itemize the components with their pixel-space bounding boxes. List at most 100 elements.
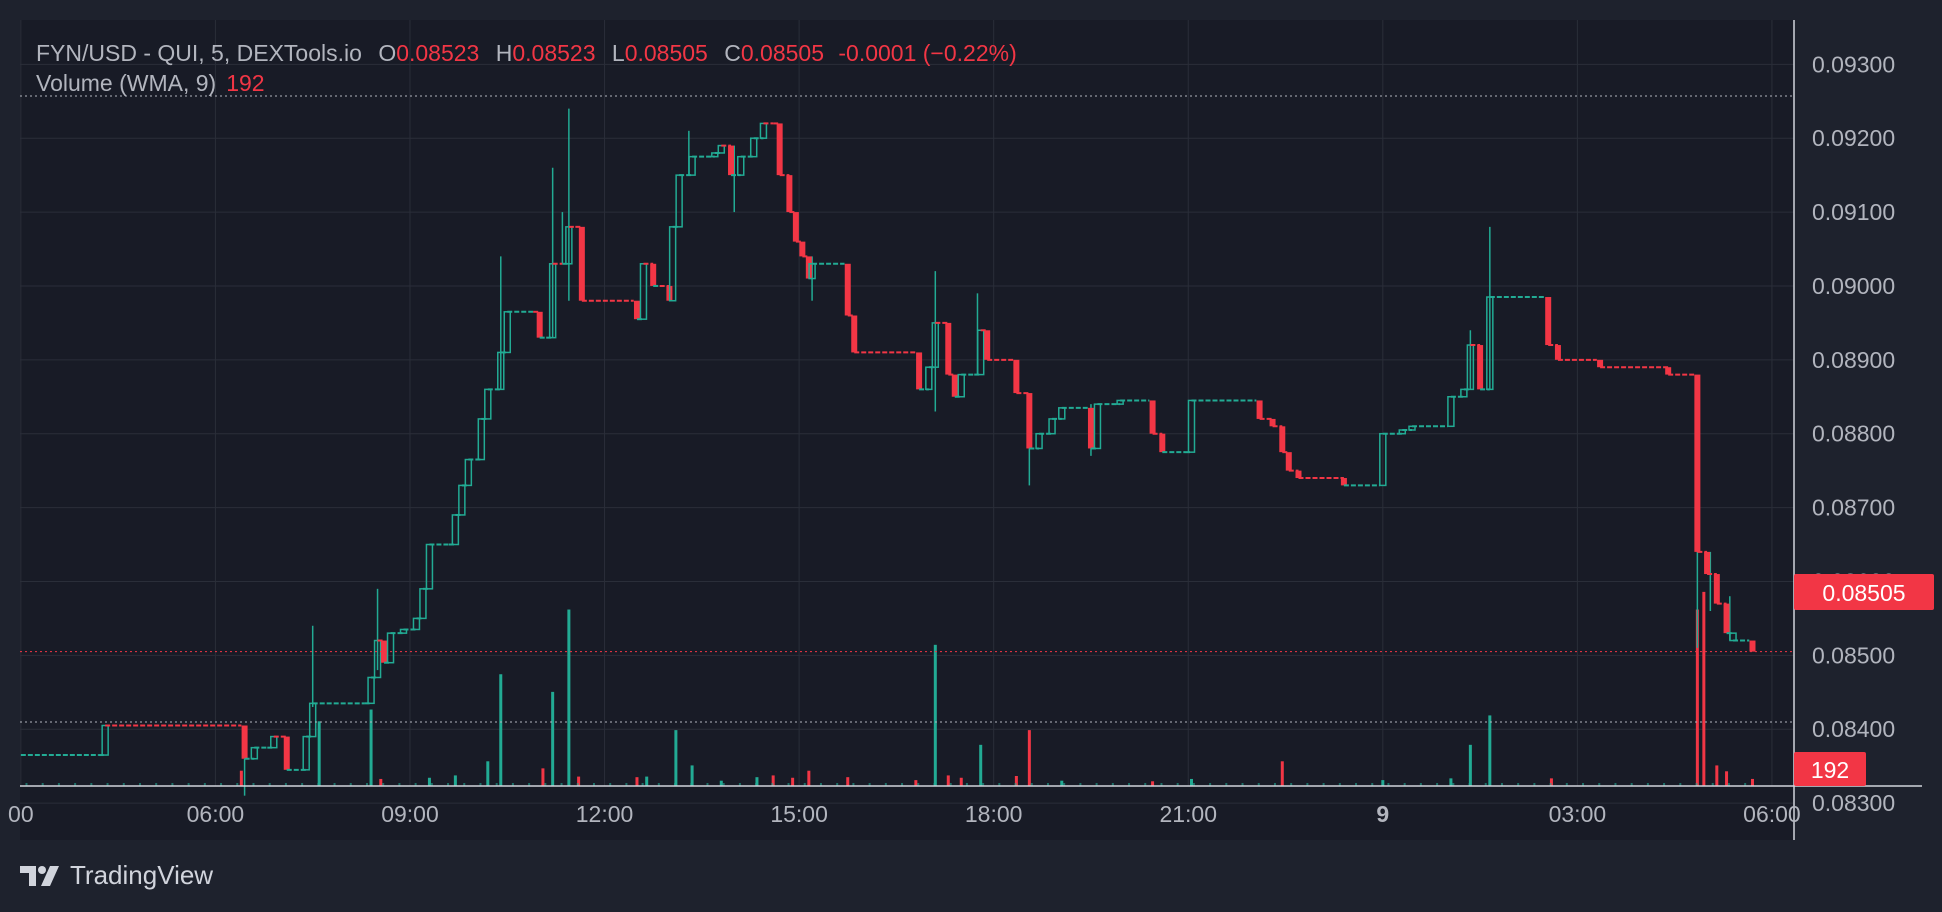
- volume-bar: [268, 783, 271, 786]
- volume-bar: [349, 783, 352, 786]
- volume-bar: [1419, 783, 1422, 786]
- volume-bar: [1533, 783, 1536, 786]
- legend-symbol[interactable]: FYN/USD - QUI, 5, DEXTools.io: [36, 40, 362, 66]
- x-tick-label: 06:00: [187, 801, 245, 827]
- y-tick-label: 0.08500: [1812, 642, 1895, 668]
- price-axis: 0.09300 0.09200 0.09100 0.09000 0.08900 0.088…: [1812, 51, 1895, 816]
- volume-bar: [427, 777, 431, 786]
- volume-bar: [1160, 783, 1163, 786]
- volume-bar: [1128, 783, 1131, 786]
- volume-bar: [1449, 778, 1453, 786]
- volume-bar: [949, 783, 952, 786]
- y-tick-label: 0.09200: [1812, 125, 1895, 151]
- volume-bar: [41, 783, 44, 786]
- current-price-label: 0.08505: [1822, 580, 1905, 606]
- volume-bar: [528, 783, 531, 786]
- volume-legend-value: 192: [226, 70, 265, 96]
- volume-bar: [1500, 783, 1503, 786]
- candle-body: [728, 145, 735, 176]
- volume-bar: [1355, 783, 1358, 786]
- volume-bar: [819, 783, 822, 786]
- volume-bars: [25, 591, 1754, 786]
- volume-bar: [706, 783, 709, 786]
- candle-body: [1026, 393, 1033, 449]
- volume-bar: [1387, 783, 1390, 786]
- volume-bar: [576, 783, 579, 786]
- volume-bar: [317, 783, 320, 786]
- volume-bar: [771, 775, 775, 786]
- volume-bar: [284, 783, 287, 786]
- volume-bar: [674, 783, 677, 786]
- volume-bar: [592, 783, 595, 786]
- volume-legend: Volume (WMA, 9) 192: [36, 70, 265, 97]
- x-tick-label: 12:00: [576, 801, 634, 827]
- volume-bar: [171, 783, 174, 786]
- candle-body: [851, 315, 858, 353]
- plot-background: [20, 20, 1794, 840]
- volume-bar: [846, 777, 850, 786]
- volume-bar: [1695, 783, 1698, 786]
- volume-bar: [917, 783, 920, 786]
- volume-bar: [933, 783, 936, 786]
- candle-body: [984, 330, 991, 360]
- volume-bar: [499, 674, 503, 786]
- volume-bar: [1565, 783, 1568, 786]
- volume-bar: [787, 783, 790, 786]
- candle-body: [844, 263, 851, 316]
- volume-bar: [1060, 780, 1064, 786]
- legend-open-value: 0.08523: [396, 40, 480, 66]
- volume-bar: [998, 783, 1001, 786]
- current-volume-label: 192: [1811, 757, 1849, 783]
- tradingview-logo-icon: [20, 865, 59, 886]
- candle-body: [1279, 426, 1286, 453]
- candle-body: [1477, 345, 1484, 390]
- y-tick-label: 0.08900: [1812, 347, 1895, 373]
- volume-bar: [979, 744, 983, 786]
- volume-bar: [25, 783, 28, 786]
- volume-bar: [1144, 783, 1147, 786]
- volume-bar: [447, 783, 450, 786]
- volume-bar: [1111, 783, 1114, 786]
- candle-body: [1256, 400, 1263, 419]
- volume-bar: [1014, 776, 1018, 786]
- ohlc-legend: FYN/USD - QUI, 5, DEXTools.io O0.08523 H…: [36, 38, 1017, 68]
- volume-bar: [1306, 783, 1309, 786]
- volume-bar: [187, 783, 190, 786]
- volume-bar: [1468, 744, 1472, 786]
- candle-body: [1597, 359, 1604, 368]
- volume-bar: [463, 783, 466, 786]
- volume-bar: [1322, 783, 1325, 786]
- volume-bar: [738, 783, 741, 786]
- volume-bar: [868, 783, 871, 786]
- volume-bar: [1151, 781, 1155, 786]
- candle-body: [1149, 400, 1156, 434]
- volume-legend-label[interactable]: Volume (WMA, 9): [36, 70, 217, 96]
- legend-close-label: C: [724, 40, 741, 66]
- candle-body: [792, 212, 799, 242]
- volume-bar: [333, 783, 336, 786]
- candle-body: [241, 725, 248, 759]
- volume-bar: [1189, 778, 1193, 786]
- volume-bar: [1646, 783, 1649, 786]
- time-axis: 00 06:00 09:00 12:00 15:00 18:00 21:00 9 03:00 06…: [8, 801, 1801, 827]
- legend-low-label: L: [611, 40, 625, 66]
- current-price-tag: 0.08505: [1794, 574, 1934, 610]
- candle-body: [1295, 470, 1302, 479]
- volume-bar: [946, 775, 950, 786]
- volume-bar: [1663, 783, 1666, 786]
- legend-open-label: O: [378, 40, 397, 66]
- x-tick-label: 21:00: [1159, 801, 1217, 827]
- volume-bar: [609, 783, 612, 786]
- candle-body: [283, 736, 290, 770]
- volume-bar: [453, 775, 457, 786]
- y-tick-label: 0.09000: [1812, 273, 1895, 299]
- candle-body: [786, 175, 793, 213]
- volume-bar: [365, 783, 368, 786]
- candle-body: [1269, 418, 1276, 427]
- volume-bar: [379, 778, 383, 786]
- tradingview-brand[interactable]: TradingView: [20, 860, 213, 891]
- candle-body: [1723, 603, 1730, 634]
- reference-lines: [20, 95, 1794, 723]
- y-tick-label: 0.09300: [1812, 51, 1895, 77]
